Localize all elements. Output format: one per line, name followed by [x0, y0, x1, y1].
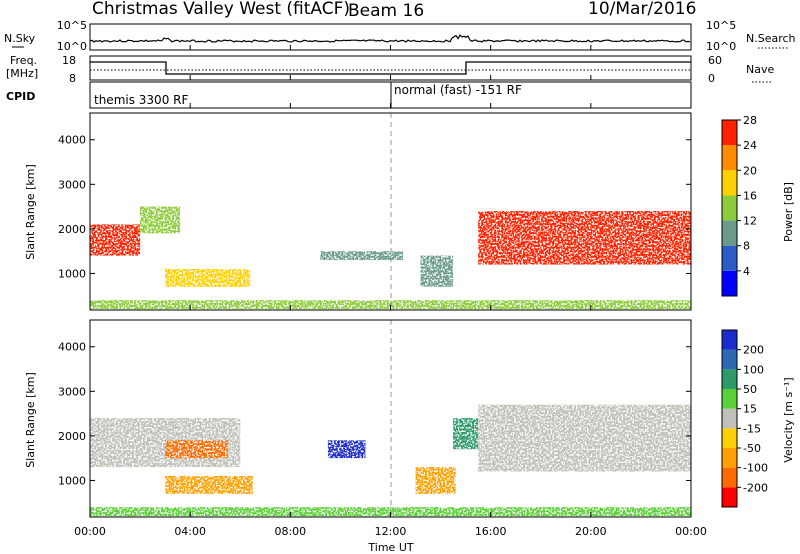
- station-title: Christmas Valley West (fitACF): [92, 0, 350, 19]
- freq-tick-bottom: 8: [69, 72, 76, 85]
- vel-echo-region-4: [415, 467, 456, 494]
- nsky-panel: N.Sky 10^5 10^0 10^5 10^0 N.Search: [4, 19, 796, 53]
- velocity-colorbar-swatch-2: [722, 448, 737, 468]
- time-tick-1: 04:00: [174, 525, 206, 538]
- power-range-tick-1: 2000: [58, 223, 86, 236]
- power-colorbar-label: Power [dB]: [782, 182, 795, 242]
- power-range-label: Slant Range [km]: [24, 164, 37, 260]
- power-range-tick-2: 3000: [58, 178, 86, 191]
- vel-echo-region-1: [165, 440, 228, 459]
- beam-label: Beam 16: [348, 1, 424, 21]
- vel-echo-region-5: [453, 418, 479, 450]
- velocity-colorbar-tick-0: 200: [743, 344, 764, 357]
- power-colorbar-swatch-4: [722, 170, 737, 196]
- power-echo-region-0: [90, 224, 141, 256]
- velocity-colorbar-swatch-3: [722, 428, 737, 448]
- time-tick-0: 00:00: [74, 525, 106, 538]
- vel-echo-region-3: [327, 440, 366, 459]
- power-colorbar-swatch-5: [722, 145, 737, 171]
- power-colorbar-swatch-3: [722, 195, 737, 221]
- power-colorbar-tick-4: 20: [743, 164, 757, 177]
- freq-tick-top: 18: [62, 54, 76, 67]
- power-colorbar-tick-1: 8: [743, 240, 750, 253]
- time-tick-5: 20:00: [575, 525, 607, 538]
- velocity-range-ticks: 1000 2000 3000 4000: [58, 341, 691, 487]
- power-echo-region-3: [320, 251, 404, 261]
- nsearch-label: N.Search: [746, 32, 796, 45]
- freq-label: Freq.: [10, 54, 37, 67]
- velocity-colorbar-swatch-7: [722, 349, 737, 370]
- power-range-ticks: 1000 2000 3000 4000: [58, 134, 691, 280]
- vel-range-tick-3: 4000: [58, 341, 86, 354]
- power-panel: 1000 2000 3000 4000 Slant Range [km]: [24, 112, 692, 311]
- velocity-echoes: [90, 404, 691, 517]
- power-colorbar: 4 8 12 16 20 24 28: [721, 114, 757, 297]
- cpid-mode-1: themis 3300 RF: [94, 93, 188, 107]
- velocity-colorbar-swatch-4: [722, 408, 737, 429]
- nave-tick-top: 60: [708, 54, 722, 67]
- velocity-colorbar-tick-4: -15: [743, 422, 761, 435]
- freq-panel: Freq. [MHz] 18 8 60 0 Nave: [6, 54, 774, 85]
- power-colorbar-frame: [721, 119, 738, 297]
- nsearch-tick-bottom: 10^0: [706, 40, 736, 53]
- velocity-colorbar-tick-2: 50: [743, 383, 757, 396]
- velocity-colorbar: 200 100 50 15 -15 -50 -100 -200: [721, 329, 768, 508]
- velocity-colorbar-swatch-0: [722, 487, 737, 507]
- velocity-colorbar-swatch-5: [722, 389, 737, 409]
- cpid-label: CPID: [6, 90, 35, 103]
- power-colorbar-swatch-6: [722, 120, 737, 146]
- power-colorbar-tick-2: 12: [743, 215, 757, 228]
- nsearch-tick-top: 10^5: [706, 19, 736, 32]
- velocity-colorbar-swatch-1: [722, 467, 737, 488]
- nave-label: Nave: [746, 63, 774, 76]
- power-echo-region-4: [420, 255, 454, 287]
- vel-range-tick-2: 3000: [58, 385, 86, 398]
- velocity-colorbar-tick-5: -50: [743, 442, 761, 455]
- nsky-tick-bottom: 10^0: [57, 40, 87, 53]
- power-colorbar-tick-6: 28: [743, 114, 757, 127]
- nsky-tick-top: 10^5: [57, 19, 87, 32]
- power-colorbar-swatch-1: [722, 245, 737, 271]
- power-echo-region-1: [140, 206, 181, 234]
- velocity-range-label: Slant Range [km]: [24, 372, 37, 468]
- time-tick-2: 08:00: [274, 525, 306, 538]
- velocity-colorbar-swatch-8: [722, 330, 737, 350]
- vel-echo-region-6: [478, 404, 691, 472]
- time-tick-4: 16:00: [475, 525, 507, 538]
- velocity-colorbar-swatch-6: [722, 369, 737, 389]
- velocity-colorbar-label: Velocity [m s⁻¹]: [782, 377, 795, 462]
- power-colorbar-tick-3: 16: [743, 189, 757, 202]
- power-colorbar-swatch-0: [722, 270, 737, 296]
- freq-trace: [90, 61, 691, 75]
- time-axis-label: Time UT: [367, 541, 413, 554]
- power-colorbar-tick-0: 4: [743, 265, 750, 278]
- vel-range-tick-0: 1000: [58, 474, 86, 487]
- nave-tick-bottom: 0: [708, 72, 715, 85]
- time-axis: 00:00 04:00 08:00 12:00 16:00 20:00 00:00: [74, 45, 707, 538]
- power-echo-region-2: [165, 268, 251, 287]
- nsky-trace: [89, 34, 691, 43]
- velocity-panel: 1000 2000 3000 4000 Slant Range [km]: [24, 319, 692, 518]
- velocity-colorbar-tick-1: 100: [743, 363, 764, 376]
- cpid-panel: CPID themis 3300 RF normal (fast) -151 R…: [6, 81, 692, 109]
- velocity-colorbar-tick-7: -200: [743, 481, 768, 494]
- power-range-tick-0: 1000: [58, 267, 86, 280]
- velocity-colorbar-frame: [721, 329, 738, 508]
- velocity-colorbar-tick-3: 15: [743, 403, 757, 416]
- date-label: 10/Mar/2016: [588, 0, 696, 19]
- velocity-colorbar-tick-6: -100: [743, 462, 768, 475]
- power-echo-region-5: [478, 211, 691, 265]
- power-colorbar-swatch-2: [722, 220, 737, 246]
- vel-echo-layer: [90, 404, 691, 517]
- vel-range-tick-1: 2000: [58, 430, 86, 443]
- freq-unit-label: [MHz]: [6, 67, 38, 80]
- power-colorbar-tick-5: 24: [743, 139, 757, 152]
- power-range-tick-3: 4000: [58, 134, 86, 147]
- time-tick-3: 12:00: [375, 525, 407, 538]
- vel-echo-region-2: [165, 475, 253, 494]
- nsky-label: N.Sky: [4, 32, 36, 45]
- cpid-mode-2: normal (fast) -151 RF: [394, 83, 522, 97]
- time-tick-6: 00:00: [675, 525, 707, 538]
